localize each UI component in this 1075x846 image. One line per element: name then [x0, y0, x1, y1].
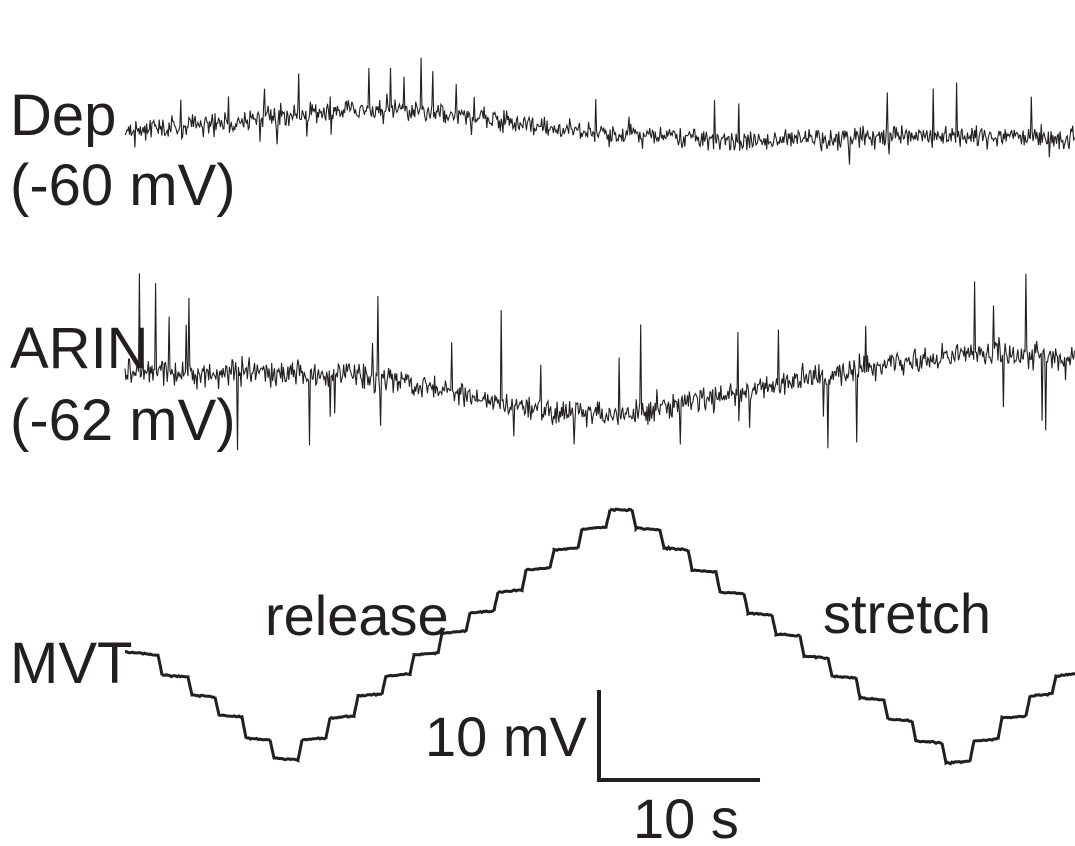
scale-bar-time-label: 10 s — [633, 787, 739, 846]
dep-voltage-trace — [125, 58, 1075, 165]
arin-holding-potential-label: (-62 mV) — [10, 388, 236, 453]
scale-bar-voltage-label: 10 mV — [425, 705, 587, 768]
scale-bar: 10 mV 10 s — [425, 690, 760, 846]
mvt-trace-label: MVT — [10, 631, 132, 696]
arin-voltage-trace — [125, 273, 1075, 450]
dep-trace-label: Dep — [10, 83, 116, 148]
stretch-annotation: stretch — [823, 582, 991, 645]
release-annotation: release — [265, 584, 449, 647]
dep-holding-potential-label: (-60 mV) — [10, 153, 236, 218]
